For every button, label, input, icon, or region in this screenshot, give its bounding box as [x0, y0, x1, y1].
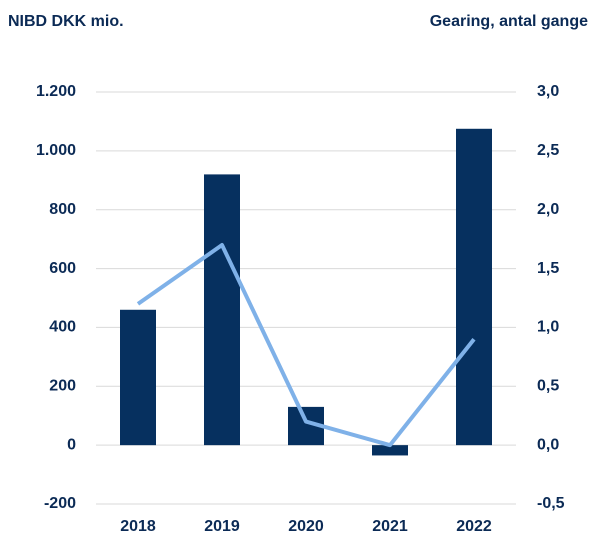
- y-tick-label: 1.200: [36, 83, 76, 100]
- bar: [372, 445, 408, 456]
- x-tick-label: 2020: [288, 518, 324, 535]
- x-tick-label: 2022: [456, 518, 492, 535]
- y2-tick-label: 1,0: [537, 319, 559, 336]
- x-tick-label: 2018: [120, 518, 156, 535]
- y-tick-label: 400: [49, 319, 76, 336]
- bar: [456, 128, 492, 446]
- y2-tick-label: 3,0: [537, 83, 559, 100]
- y-tick-label: 1.000: [36, 142, 76, 159]
- y-tick-label: 800: [49, 201, 76, 218]
- y2-tick-label: 2,0: [537, 201, 559, 218]
- y-tick-label: -200: [44, 495, 76, 512]
- y-tick-label: 0: [67, 436, 76, 453]
- x-tick-label: 2021: [372, 518, 408, 535]
- y2-axis-title: Gearing, antal gange: [430, 13, 588, 30]
- y2-tick-label: 0,5: [537, 378, 559, 395]
- y-tick-label: 200: [49, 378, 76, 395]
- bar: [204, 174, 240, 446]
- y2-tick-label: 1,5: [537, 260, 559, 277]
- x-tick-label: 2019: [204, 518, 240, 535]
- y2-tick-label: 2,5: [537, 142, 559, 159]
- y-axis-title: NIBD DKK mio.: [8, 13, 124, 30]
- y2-tick-label: -0,5: [537, 495, 565, 512]
- bar: [120, 309, 156, 446]
- y2-tick-label: 0,0: [537, 436, 559, 453]
- line: [136, 243, 476, 448]
- y-tick-label: 600: [49, 260, 76, 277]
